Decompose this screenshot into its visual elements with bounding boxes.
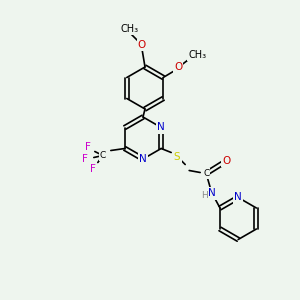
Text: O: O — [138, 40, 146, 50]
Text: O: O — [174, 62, 182, 73]
Text: C: C — [100, 151, 106, 160]
Text: S: S — [174, 152, 181, 161]
Text: CH₃: CH₃ — [188, 50, 206, 61]
Text: F: F — [82, 154, 88, 164]
Text: O: O — [222, 155, 230, 166]
Text: H: H — [201, 191, 208, 200]
Text: F: F — [85, 142, 91, 152]
Text: N: N — [139, 154, 147, 164]
Text: N: N — [208, 188, 216, 199]
Text: CH₃: CH₃ — [121, 24, 139, 34]
Text: C: C — [203, 169, 209, 178]
Text: N: N — [157, 122, 165, 133]
Text: N: N — [234, 193, 242, 202]
Text: F: F — [90, 164, 96, 175]
